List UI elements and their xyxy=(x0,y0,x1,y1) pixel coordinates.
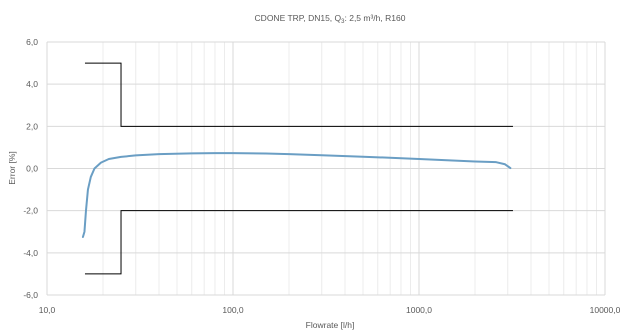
chart-title-subscript: 3 xyxy=(341,19,345,25)
y-axis-label: Error [%] xyxy=(7,151,17,185)
x-axis-label: Flowrate [l/h] xyxy=(306,320,355,330)
y-tick-label: 4,0 xyxy=(26,79,38,89)
y-tick-label: -4,0 xyxy=(23,248,38,258)
error-curve-line xyxy=(81,152,512,239)
upper-limit-line xyxy=(84,62,513,127)
y-tick-label: 6,0 xyxy=(26,37,38,47)
chart-title-prefix: CDONE TRP, DN15, Q xyxy=(255,13,342,23)
x-tick-label: 100,0 xyxy=(222,305,244,315)
y-tick-label: -2,0 xyxy=(23,206,38,216)
error-curve xyxy=(81,152,512,239)
grid xyxy=(46,41,606,296)
y-tick-labels: 6,0 4,0 2,0 0,0 -2,0 -4,0 -6,0 xyxy=(23,37,38,300)
tolerance-limits xyxy=(84,62,513,275)
x-tick-label: 1000,0 xyxy=(406,305,432,315)
chart-title: CDONE TRP, DN15, Q3: 2,5 m³/h, R160 xyxy=(255,13,406,25)
x-tick-label: 10,0 xyxy=(39,305,56,315)
y-tick-label: 0,0 xyxy=(26,164,38,174)
x-tick-labels: 10,0 100,0 1000,0 10000,0 xyxy=(39,305,621,315)
y-tick-label: -6,0 xyxy=(23,290,38,300)
lower-limit-line xyxy=(84,210,513,275)
y-tick-label: 2,0 xyxy=(26,121,38,131)
chart-title-suffix: : 2,5 m³/h, R160 xyxy=(345,13,406,23)
x-tick-label: 10000,0 xyxy=(590,305,621,315)
